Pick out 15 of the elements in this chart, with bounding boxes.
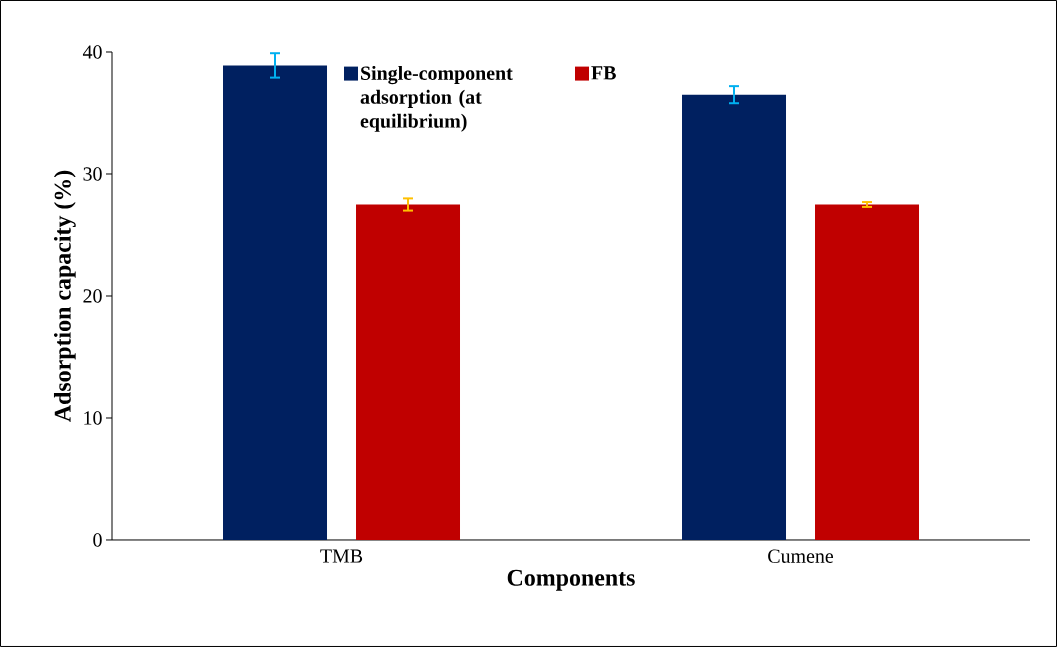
legend-label: FB	[591, 66, 616, 80]
x-tick-label: Cumene	[768, 549, 834, 563]
y-axis-title: Adsorption capacity (%)	[53, 170, 76, 422]
bar	[815, 204, 920, 540]
y-tick-label: 40	[82, 45, 102, 59]
y-tick-label: 10	[84, 411, 102, 425]
y-tick-label: 30	[83, 167, 102, 181]
x-tick-label: TMB	[320, 549, 363, 563]
bar	[682, 94, 787, 540]
bar	[223, 65, 328, 540]
bar	[356, 204, 461, 540]
legend-label: Single-component adsorption (at equilibrium)	[360, 65, 513, 132]
x-axis-title: Components	[507, 569, 635, 591]
y-tick-label: 20	[83, 289, 102, 303]
y-tick-label: 0	[93, 533, 102, 547]
